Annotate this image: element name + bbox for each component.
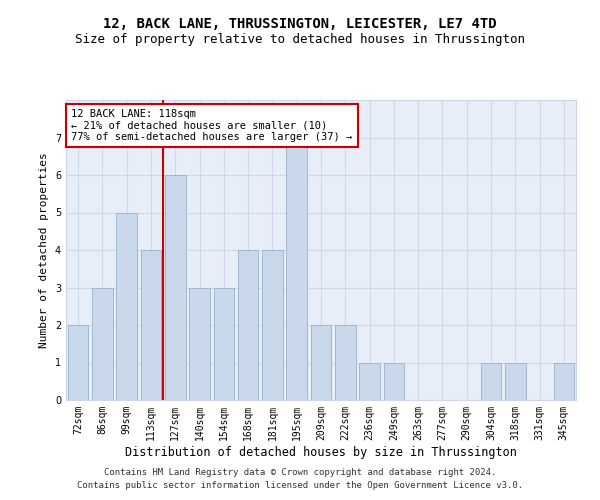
Bar — [286, 138, 307, 400]
Text: 12 BACK LANE: 118sqm
← 21% of detached houses are smaller (10)
77% of semi-detac: 12 BACK LANE: 118sqm ← 21% of detached h… — [71, 109, 352, 142]
Bar — [262, 250, 283, 400]
X-axis label: Distribution of detached houses by size in Thrussington: Distribution of detached houses by size … — [125, 446, 517, 458]
Bar — [116, 212, 137, 400]
Y-axis label: Number of detached properties: Number of detached properties — [40, 152, 49, 348]
Bar — [140, 250, 161, 400]
Bar — [554, 362, 574, 400]
Bar — [383, 362, 404, 400]
Bar — [238, 250, 259, 400]
Bar — [92, 288, 113, 400]
Bar — [505, 362, 526, 400]
Text: Contains HM Land Registry data © Crown copyright and database right 2024.: Contains HM Land Registry data © Crown c… — [104, 468, 496, 477]
Bar — [335, 325, 356, 400]
Bar — [68, 325, 88, 400]
Bar — [359, 362, 380, 400]
Text: 12, BACK LANE, THRUSSINGTON, LEICESTER, LE7 4TD: 12, BACK LANE, THRUSSINGTON, LEICESTER, … — [103, 18, 497, 32]
Bar — [481, 362, 502, 400]
Bar — [165, 175, 185, 400]
Text: Size of property relative to detached houses in Thrussington: Size of property relative to detached ho… — [75, 32, 525, 46]
Bar — [214, 288, 234, 400]
Bar — [311, 325, 331, 400]
Text: Contains public sector information licensed under the Open Government Licence v3: Contains public sector information licen… — [77, 482, 523, 490]
Bar — [189, 288, 210, 400]
